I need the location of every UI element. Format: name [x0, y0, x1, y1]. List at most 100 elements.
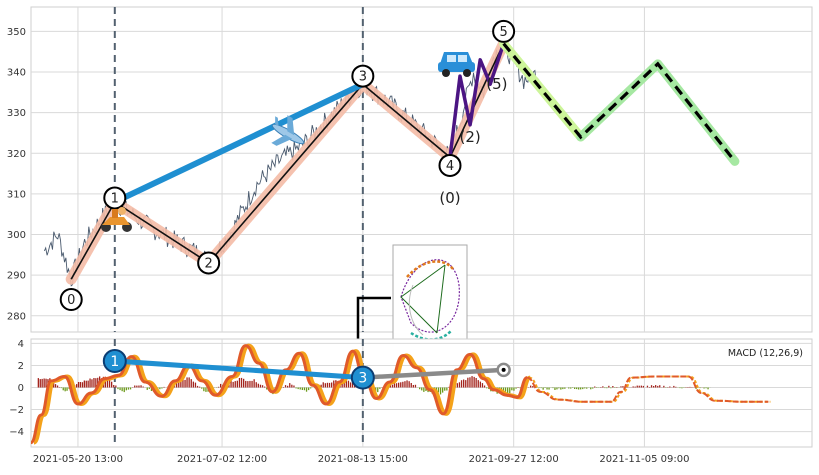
macd-histogram-bar: [323, 382, 324, 387]
macd-histogram-bar: [703, 388, 704, 389]
macd-histogram-bar: [699, 388, 700, 389]
macd-histogram-bar: [130, 388, 131, 390]
macd-histogram-bar: [622, 386, 623, 387]
macd-histogram-bar: [93, 378, 94, 387]
macd-histogram-bar: [442, 388, 443, 393]
macd-histogram-bar: [404, 381, 405, 387]
macd-histogram-bar: [669, 387, 670, 388]
macd-histogram-bar: [291, 385, 292, 388]
macd-y-tick-label: −2: [9, 405, 24, 416]
macd-histogram-bar: [348, 381, 349, 388]
wave-label-5: 5: [493, 21, 514, 42]
sub-wave-label: (0): [439, 189, 460, 207]
x-tick-label: 2021-05-20 13:00: [33, 454, 123, 465]
macd-histogram-bar: [327, 383, 328, 388]
macd-histogram-bar: [467, 378, 468, 388]
chart-thumbnail-icon: [393, 245, 467, 351]
price-y-tick-label: 330: [7, 108, 26, 119]
macd-histogram-bar: [63, 388, 64, 391]
sub-wave-label: (2): [459, 128, 480, 146]
price-y-tick-label: 280: [7, 311, 26, 322]
macd-histogram-bar: [379, 388, 380, 389]
macd-histogram-bar: [283, 387, 284, 388]
macd-histogram-bar: [474, 377, 475, 388]
macd-histogram-bar: [554, 388, 555, 391]
macd-histogram-bar: [444, 388, 445, 391]
macd-histogram-bar: [80, 382, 81, 388]
macd-histogram-bar: [377, 388, 378, 393]
macd-histogram-bar: [657, 386, 658, 388]
macd-badge-text: 1: [110, 354, 119, 370]
macd-histogram-bar: [78, 382, 79, 388]
macd-histogram-bar: [65, 388, 66, 392]
macd-badge-1: 1: [104, 350, 126, 372]
macd-histogram-bar: [562, 388, 563, 390]
macd-histogram-bar: [126, 388, 127, 391]
macd-histogram-bar: [544, 388, 545, 389]
macd-histogram-bar: [396, 383, 397, 387]
macd-histogram-bar: [258, 384, 259, 388]
macd-histogram-bar: [134, 386, 135, 388]
macd-histogram-bar: [517, 387, 518, 388]
macd-histogram-bar: [45, 379, 46, 388]
macd-histogram-bar: [191, 379, 192, 387]
macd-histogram-bar: [679, 388, 680, 389]
macd-histogram-bar: [205, 388, 206, 392]
macd-histogram-bar: [602, 386, 603, 387]
macd-histogram-bar: [122, 388, 123, 392]
macd-histogram-bar: [249, 381, 250, 388]
macd-histogram-bar: [641, 386, 642, 388]
macd-histogram-bar: [308, 388, 309, 391]
macd-histogram-bar: [163, 387, 164, 388]
macd-histogram-bar: [592, 388, 593, 389]
wave-label-4: 4: [439, 155, 460, 176]
wave-label-text: 0: [67, 293, 75, 308]
macd-histogram-bar: [400, 382, 401, 387]
macd-histogram-bar: [186, 377, 187, 387]
macd-histogram-bar: [606, 388, 607, 389]
macd-badge-3: 3: [352, 367, 374, 389]
macd-histogram-bar: [220, 384, 221, 388]
macd-histogram-bar: [538, 388, 539, 389]
macd-histogram-bar: [574, 388, 575, 390]
wave-label-3: 3: [352, 66, 373, 87]
sub-wave-label: (5): [486, 75, 507, 93]
macd-histogram-bar: [189, 377, 190, 387]
macd-histogram-bar: [243, 379, 244, 388]
macd-legend: MACD (12,26,9): [728, 348, 803, 359]
macd-histogram-bar: [199, 387, 200, 388]
macd-histogram-bar: [459, 382, 460, 387]
macd-histogram-bar: [568, 388, 569, 389]
macd-histogram-bar: [578, 388, 579, 390]
macd-histogram-bar: [239, 378, 240, 388]
macd-histogram-bar: [203, 388, 204, 392]
macd-histogram-bar: [117, 388, 118, 390]
macd-y-tick-label: 0: [18, 383, 24, 394]
macd-histogram-bar: [293, 386, 294, 388]
macd-histogram-bar: [91, 379, 92, 387]
macd-histogram-bar: [193, 382, 194, 388]
macd-histogram-bar: [465, 380, 466, 387]
macd-histogram-bar: [419, 388, 420, 390]
macd-histogram-bar: [560, 388, 561, 390]
macd-histogram-bar: [673, 386, 674, 388]
macd-histogram-bar: [128, 388, 129, 390]
macd-histogram-bar: [586, 388, 587, 389]
macd-histogram-bar: [256, 382, 257, 387]
macd-histogram-bar: [402, 382, 403, 388]
macd-histogram-bar: [705, 388, 706, 389]
macd-histogram-bar: [552, 388, 553, 389]
macd-histogram-bar: [655, 385, 656, 387]
macd-histogram-bar: [616, 387, 617, 388]
macd-histogram-bar: [329, 383, 330, 388]
macd-histogram-bar: [113, 385, 114, 388]
x-tick-label: 2021-11-05 09:00: [599, 454, 689, 465]
macd-histogram-bar: [614, 388, 615, 389]
macd-histogram-bar: [580, 388, 581, 390]
macd-histogram-bar: [564, 388, 565, 389]
macd-histogram-bar: [218, 387, 219, 388]
macd-histogram-bar: [649, 387, 650, 388]
